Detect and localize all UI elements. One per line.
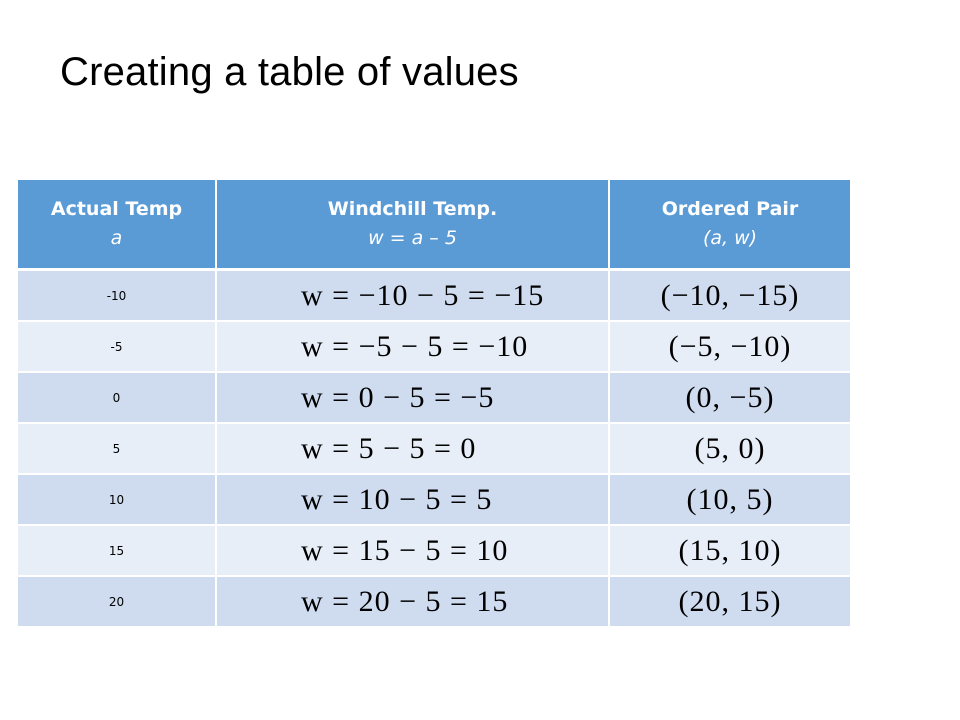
table-row: 5 w = 5 − 5 = 0 (5, 0) xyxy=(18,422,850,474)
actual-temp-cell: 10 xyxy=(18,473,217,525)
values-table: Actual Temp a Windchill Temp. w = a – 5 … xyxy=(18,180,850,626)
ordered-pair-cell: (20, 15) xyxy=(609,575,850,626)
header-ordered-pair: Ordered Pair (a, w) xyxy=(609,180,850,271)
actual-temp-cell: 5 xyxy=(18,422,217,474)
equation-cell: w = 20 − 5 = 15 xyxy=(216,575,610,626)
equation-cell: w = 15 − 5 = 10 xyxy=(216,524,610,576)
equation-cell: w = 10 − 5 = 5 xyxy=(216,473,610,525)
header-windchill-temp: Windchill Temp. w = a – 5 xyxy=(216,180,610,271)
ordered-pair-cell: (15, 10) xyxy=(609,524,850,576)
equation-cell: w = 5 − 5 = 0 xyxy=(216,422,610,474)
header-actual-temp: Actual Temp a xyxy=(18,180,217,271)
table-row: 15 w = 15 − 5 = 10 (15, 10) xyxy=(18,524,850,576)
header-label: Ordered Pair xyxy=(661,197,799,220)
header-label: Windchill Temp. xyxy=(327,197,498,220)
actual-temp-cell: -10 xyxy=(18,268,217,321)
ordered-pair-cell: (10, 5) xyxy=(609,473,850,525)
actual-temp-cell: 15 xyxy=(18,524,217,576)
header-sub: (a, w) xyxy=(702,227,758,249)
actual-temp-cell: 20 xyxy=(18,575,217,626)
table-row: 10 w = 10 − 5 = 5 (10, 5) xyxy=(18,473,850,525)
header-sub: a xyxy=(110,227,123,249)
actual-temp-cell: -5 xyxy=(18,320,217,372)
ordered-pair-cell: (−5, −10) xyxy=(609,320,850,372)
equation-cell: w = 0 − 5 = −5 xyxy=(216,371,610,423)
equation-cell: w = −10 − 5 = −15 xyxy=(216,268,610,321)
slide-title: Creating a table of values xyxy=(60,50,519,94)
header-sub: w = a – 5 xyxy=(368,227,457,249)
ordered-pair-cell: (0, −5) xyxy=(609,371,850,423)
header-label: Actual Temp xyxy=(50,197,183,220)
table-row: 20 w = 20 − 5 = 15 (20, 15) xyxy=(18,575,850,626)
table-header-row: Actual Temp a Windchill Temp. w = a – 5 … xyxy=(18,180,850,271)
equation-cell: w = −5 − 5 = −10 xyxy=(216,320,610,372)
table-row: 0 w = 0 − 5 = −5 (0, −5) xyxy=(18,371,850,423)
actual-temp-cell: 0 xyxy=(18,371,217,423)
table-row: -5 w = −5 − 5 = −10 (−5, −10) xyxy=(18,320,850,372)
ordered-pair-cell: (5, 0) xyxy=(609,422,850,474)
table-row: -10 w = −10 − 5 = −15 (−10, −15) xyxy=(18,268,850,321)
ordered-pair-cell: (−10, −15) xyxy=(609,268,850,321)
